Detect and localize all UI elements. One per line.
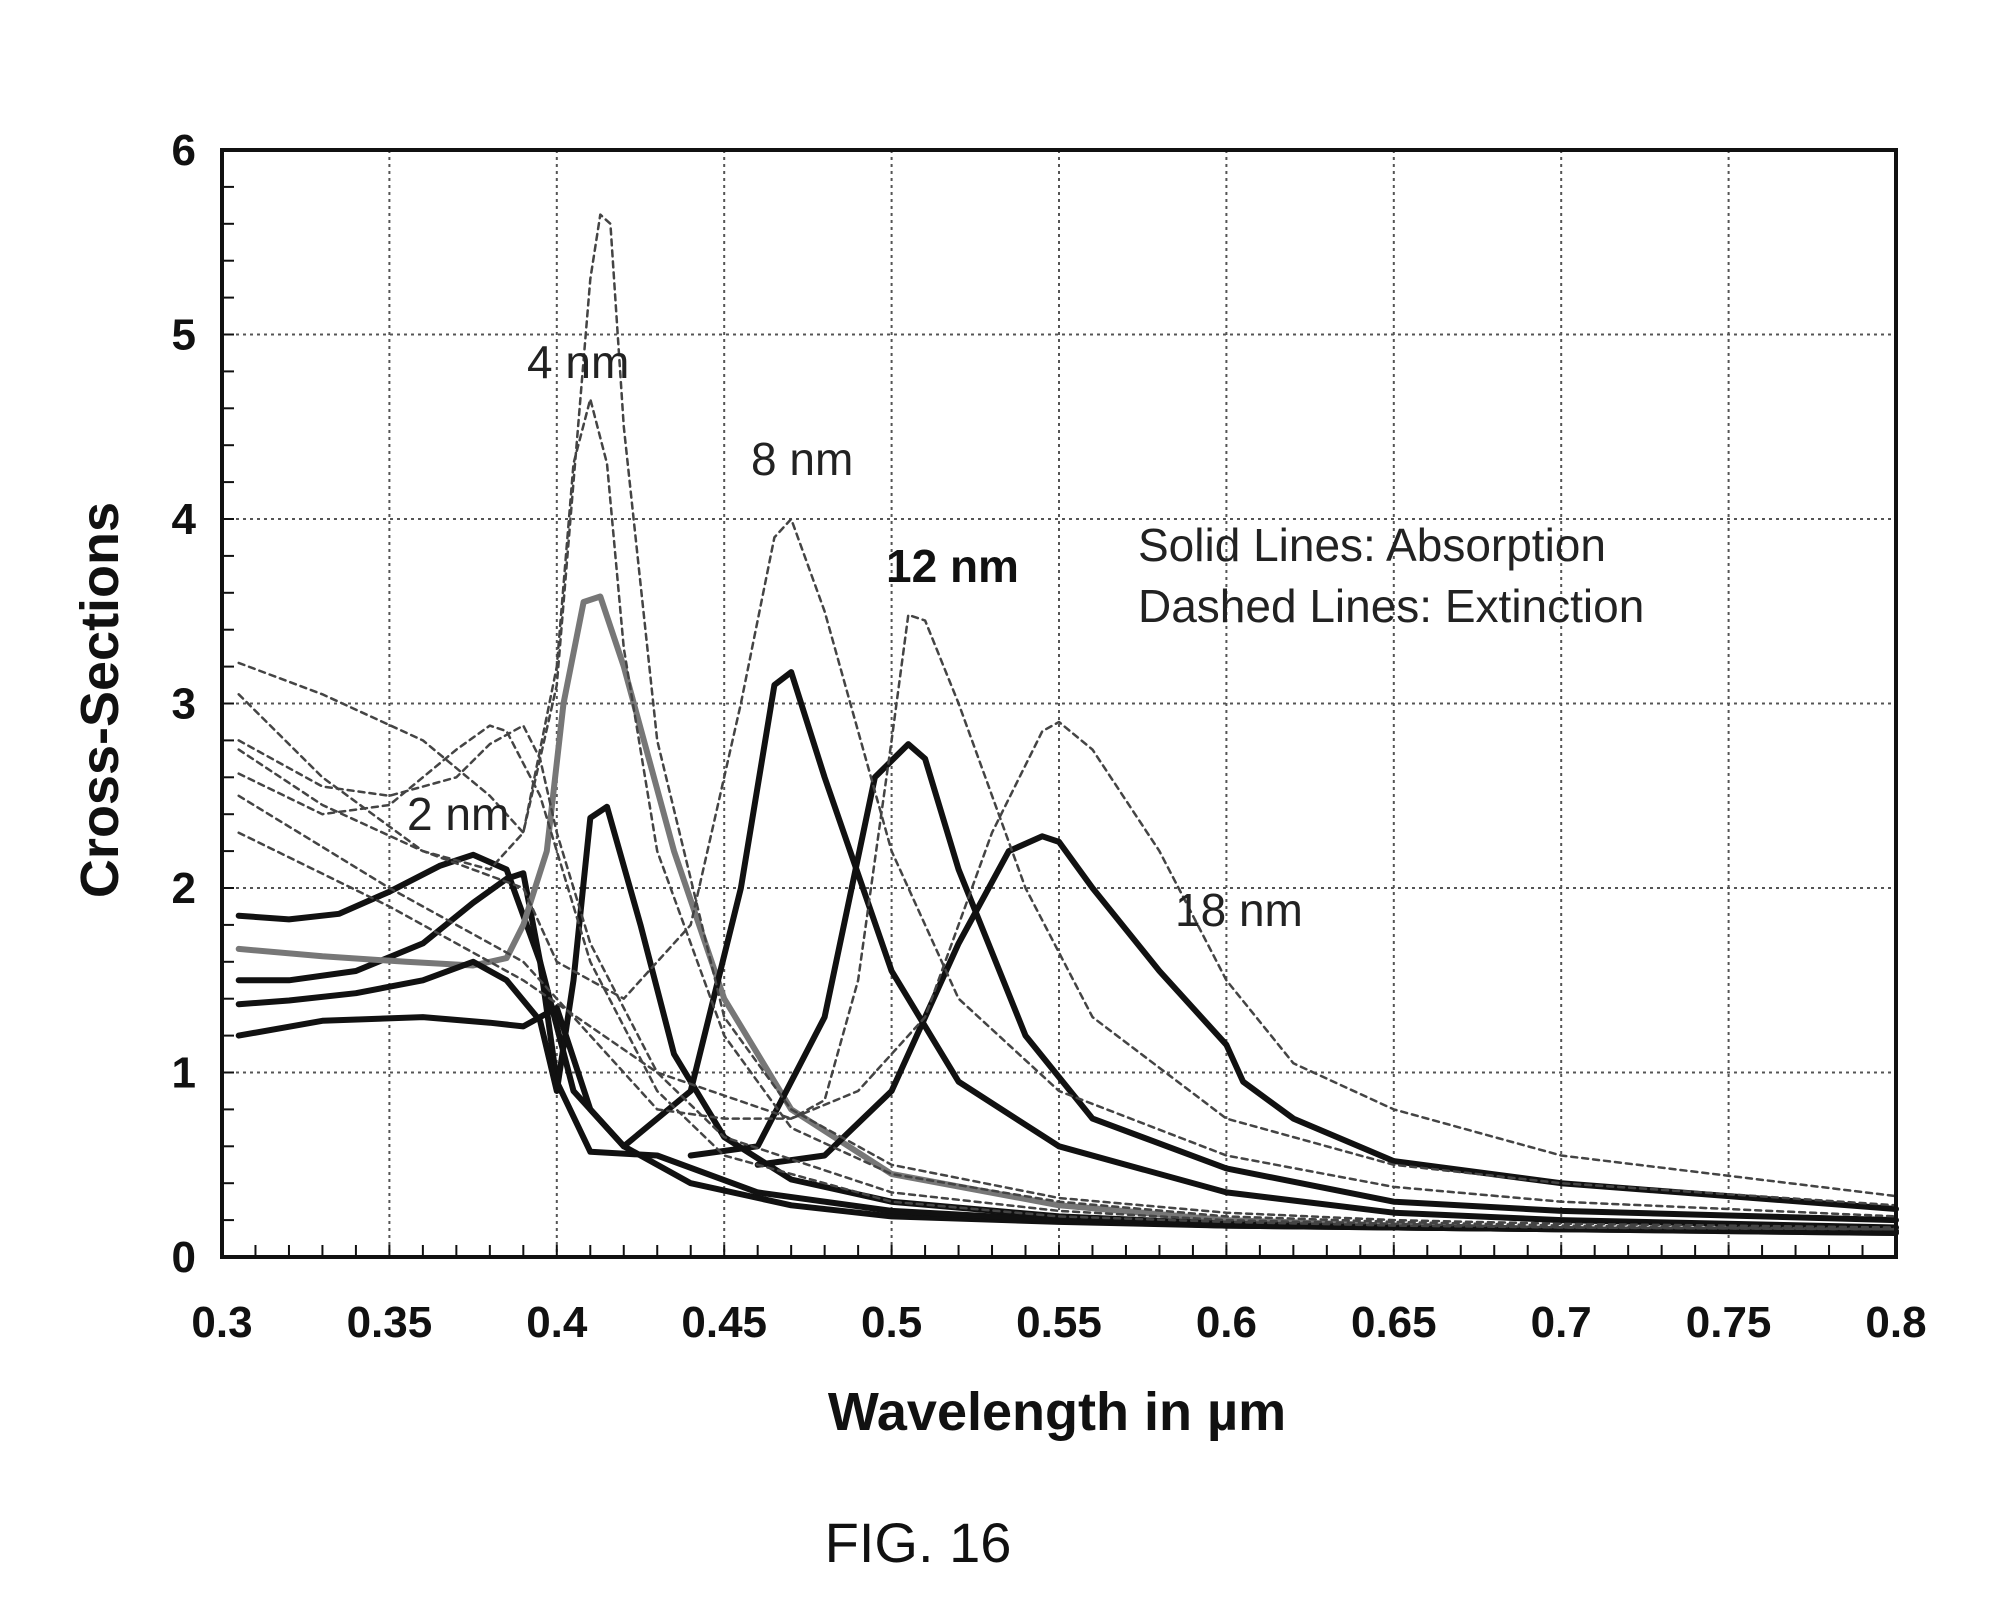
- x-tick-label: 0.3: [191, 1298, 252, 1347]
- y-tick-label: 1: [172, 1049, 196, 1098]
- x-tick-label: 0.55: [1016, 1298, 1102, 1347]
- label-4nm: 4 nm: [527, 336, 629, 388]
- y-axis-title: Cross-Sections: [70, 502, 130, 898]
- x-tick-label: 0.6: [1196, 1298, 1257, 1347]
- legend-solid-text: Solid Lines: Absorption: [1138, 519, 1606, 571]
- x-tick-label: 0.5: [861, 1298, 922, 1347]
- label-12nm: 12 nm: [886, 540, 1019, 592]
- x-tick-label: 0.45: [681, 1298, 767, 1347]
- label-8nm: 8 nm: [751, 433, 853, 485]
- x-tick-label: 0.4: [526, 1298, 588, 1347]
- y-tick-label: 6: [172, 126, 196, 175]
- x-axis-title: Wavelength in µm: [828, 1382, 1286, 1442]
- y-tick-label: 5: [172, 311, 196, 360]
- legend-dashed-text: Dashed Lines: Extinction: [1138, 580, 1644, 632]
- x-tick-label: 0.75: [1686, 1298, 1772, 1347]
- y-tick-label: 0: [172, 1233, 196, 1282]
- label-2nm: 2 nm: [407, 788, 509, 840]
- x-tick-label: 0.35: [347, 1298, 433, 1347]
- label-18nm: 18 nm: [1175, 884, 1303, 936]
- y-tick-label: 4: [172, 495, 197, 544]
- x-tick-label: 0.7: [1531, 1298, 1592, 1347]
- y-tick-label: 2: [172, 864, 196, 913]
- y-tick-label: 3: [172, 680, 196, 729]
- figure-caption: FIG. 16: [825, 1511, 1012, 1574]
- x-tick-label: 0.8: [1865, 1298, 1926, 1347]
- x-tick-label: 0.65: [1351, 1298, 1437, 1347]
